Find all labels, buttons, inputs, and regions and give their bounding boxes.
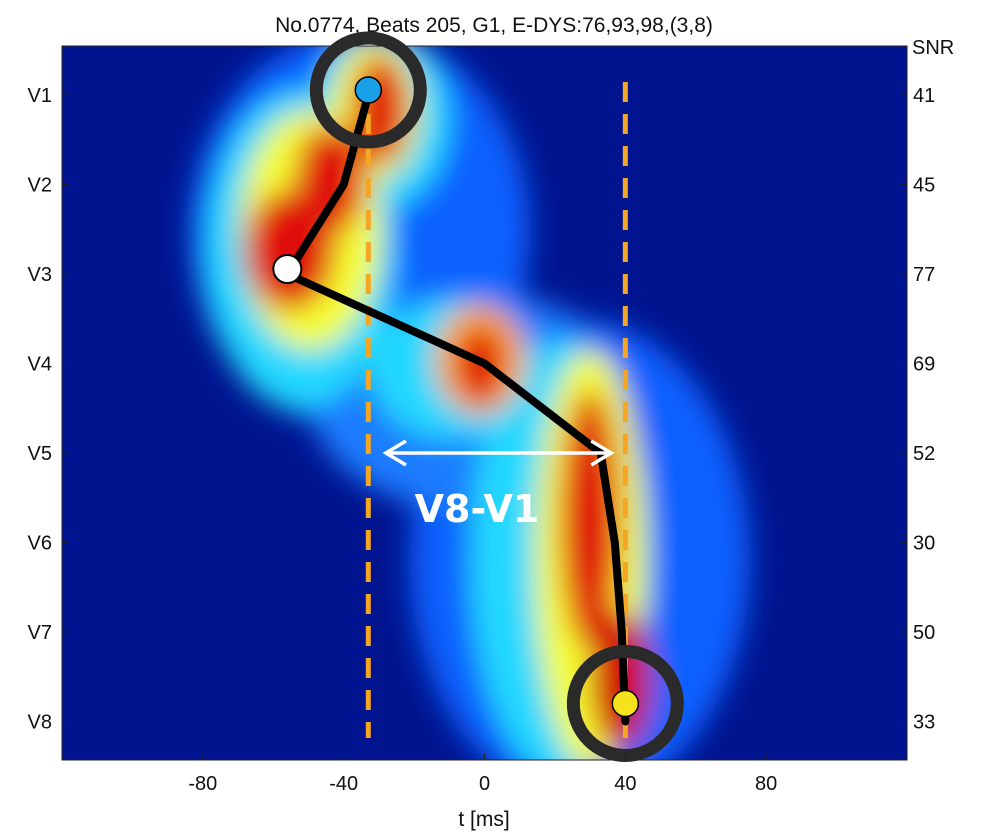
- y-tick-label: V6: [28, 533, 52, 555]
- x-tick-label: -80: [188, 773, 217, 795]
- snr-tick-label: 50: [913, 622, 935, 644]
- mid-marker: [272, 254, 303, 284]
- end-marker: [611, 689, 640, 718]
- activation-path: [283, 91, 630, 726]
- y-tick-label: V7: [28, 622, 52, 644]
- snr-tick-label: 77: [913, 264, 935, 286]
- y-tick-label: V4: [28, 354, 52, 376]
- snr-tick-label: 45: [913, 175, 935, 197]
- start-marker: [354, 76, 383, 104]
- x-tick-label: 80: [755, 773, 777, 795]
- x-axis-ticks: -80 -40 0 40 80: [188, 754, 777, 795]
- y-tick-label: V5: [28, 443, 52, 465]
- x-tick-label: 40: [614, 773, 636, 795]
- plot-area: [62, 46, 907, 760]
- y-tick-label: V1: [28, 85, 52, 107]
- interval-label: V8-V1: [415, 487, 540, 531]
- y-axis-ticks: V1 V2 V3 V4 V5 V6 V7 V8: [28, 85, 68, 734]
- interval-arrow-head-right: [590, 439, 615, 467]
- x-tick-label: 0: [479, 773, 490, 795]
- snr-tick-label: 52: [913, 443, 935, 465]
- snr-axis-title: SNR: [912, 37, 954, 59]
- snr-tick-label: 69: [913, 354, 935, 376]
- chart-title: No.0774, Beats 205, G1, E-DYS:76,93,98,(…: [275, 14, 713, 37]
- activation-path-line: [283, 91, 630, 726]
- y-tick-label: V8: [28, 712, 52, 734]
- snr-axis-ticks: 41 45 77 69 52 30 50 33: [901, 85, 935, 734]
- y-tick-label: V2: [28, 175, 52, 197]
- y-tick-label: V3: [28, 264, 52, 286]
- x-tick-label: -40: [329, 773, 358, 795]
- snr-tick-label: 33: [913, 712, 935, 734]
- snr-tick-label: 41: [913, 85, 935, 107]
- interval-arrow: V8-V1: [382, 439, 615, 531]
- snr-tick-label: 30: [913, 533, 935, 555]
- x-axis-label: t [ms]: [458, 808, 509, 831]
- start-highlight-ring: [309, 31, 427, 149]
- interval-arrow-head-left: [382, 439, 407, 467]
- heat-red-b: [295, 125, 365, 235]
